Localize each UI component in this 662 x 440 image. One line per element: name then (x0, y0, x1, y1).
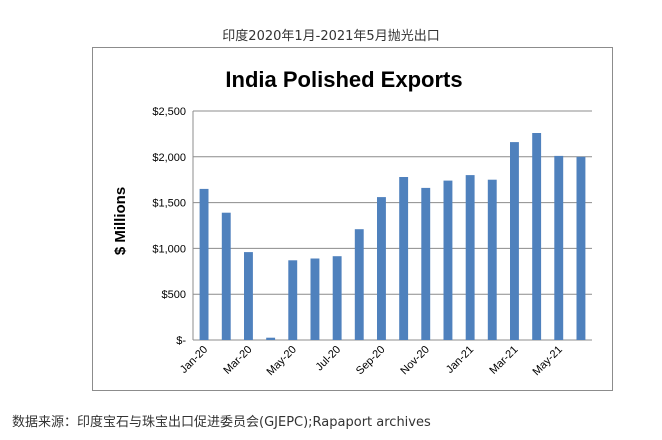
y-axis-label: $ Millions (112, 187, 129, 255)
y-tick-label: $2,000 (152, 152, 186, 164)
bar-chart: India Polished Exports $ Millions $- $500… (112, 67, 592, 378)
chart-frame: India Polished Exports $ Millions $- $500… (92, 47, 613, 391)
bar-mar-21 (510, 142, 519, 340)
x-tick-label: Sep-20 (354, 344, 388, 378)
y-axis-ticks: $- $500 $1,000 $1,500 $2,000 $2,500 (152, 106, 186, 347)
bar-jun-20 (310, 258, 320, 340)
bar-feb-20 (221, 212, 231, 340)
source-note: 数据来源：印度宝石与珠宝出口促进委员会(GJEPC);Rapaport arch… (12, 415, 431, 430)
bar-jan-21 (465, 175, 475, 340)
x-tick-label: Jul-20 (314, 344, 344, 374)
bars (199, 133, 586, 340)
x-axis-ticks: Jan-20 Mar-20 May-20 Jul-20 Sep-20 Nov-20 Jan-… (178, 344, 565, 378)
x-tick-label: Mar-21 (487, 344, 520, 377)
x-tick-label: Mar-20 (221, 344, 254, 377)
y-tick-label: $1,000 (152, 243, 186, 255)
bar-sep-20 (377, 197, 386, 340)
bar-apr-21 (532, 133, 542, 340)
bar-apr-20 (266, 337, 276, 340)
bar-mar-20 (244, 252, 253, 340)
x-tick-label: May-21 (530, 344, 564, 378)
bar-oct-20 (399, 177, 409, 340)
y-tick-label: $- (176, 335, 186, 347)
x-tick-label: Jan-20 (178, 344, 210, 376)
bar-feb-21 (487, 179, 497, 340)
bar-dec-20 (443, 180, 453, 340)
bar-jul-20 (332, 256, 342, 340)
chart-title: India Polished Exports (225, 67, 462, 92)
bar-may-21 (554, 155, 564, 340)
y-tick-label: $2,500 (152, 106, 186, 118)
bar-jun-21 (576, 156, 586, 340)
chart-caption: 印度2020年1月-2021年5月抛光出口 (222, 29, 440, 44)
bar-nov-20 (421, 187, 431, 340)
y-tick-label: $500 (162, 289, 186, 301)
gridlines (192, 110, 592, 341)
bar-jan-20 (199, 188, 209, 340)
x-tick-label: May-20 (264, 344, 298, 378)
y-tick-label: $1,500 (152, 198, 186, 210)
x-tick-label: Jan-21 (444, 344, 476, 376)
bar-aug-20 (354, 229, 364, 340)
x-tick-label: Nov-20 (398, 344, 432, 378)
bar-may-20 (288, 260, 298, 340)
